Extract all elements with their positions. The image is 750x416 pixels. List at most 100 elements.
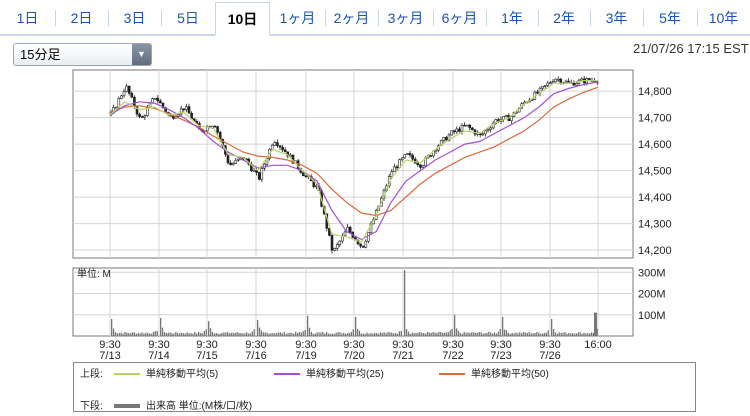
tab-separator [590, 10, 591, 26]
candle-body [556, 78, 560, 81]
candle-body [403, 154, 407, 159]
volume-bar [413, 332, 415, 336]
volume-bar [562, 332, 564, 336]
volume-bar [513, 333, 515, 336]
volume-bar [394, 333, 397, 336]
volume-bar [240, 332, 242, 336]
legend-ma5-label: 単純移動平均(5) [146, 369, 219, 380]
tab-3[interactable]: 5日 [177, 10, 199, 26]
triangle-down-icon[interactable]: ▼ [132, 44, 151, 65]
candle-body [445, 137, 448, 141]
x-tick-time: 9:30 [490, 339, 511, 351]
candle-body [216, 126, 219, 133]
tab-0[interactable]: 1日 [16, 10, 39, 26]
volume-bar [264, 332, 266, 336]
volume-bar [244, 333, 246, 336]
candle-body [234, 159, 238, 164]
tab-11[interactable]: 3年 [605, 10, 628, 26]
x-tick-time: 9:30 [295, 339, 316, 351]
candle-body [140, 116, 144, 118]
volume-bar [287, 333, 289, 336]
volume-bar [249, 333, 252, 336]
x-tick-time: 9:30 [392, 339, 413, 351]
volume-bar [428, 332, 430, 336]
candle-body [419, 164, 422, 168]
candle-body [120, 95, 123, 99]
volume-bar [381, 332, 383, 336]
candle-body [390, 171, 394, 177]
volume-bar [545, 332, 547, 336]
volume-bar [112, 328, 115, 336]
ma25-line [109, 81, 599, 241]
tab-1[interactable]: 2日 [70, 10, 93, 26]
volume-bar [374, 332, 376, 336]
tab-4[interactable]: 10日 [215, 2, 270, 36]
candle-body [411, 154, 414, 160]
volume-bar [217, 333, 219, 336]
tab-13[interactable]: 10年 [708, 10, 739, 26]
tab-separator [643, 10, 644, 26]
volume-bar [541, 333, 544, 336]
volume-bar [348, 332, 351, 336]
volume-bar [111, 319, 113, 336]
tab-7[interactable]: 3ヶ月 [387, 10, 424, 26]
candle-body [504, 115, 508, 117]
volume-bar [341, 333, 343, 336]
volume-bar [515, 332, 517, 336]
x-tick-date: 7/15 [196, 350, 217, 362]
volume-bar [554, 332, 557, 336]
volume-bar [114, 332, 117, 336]
tab-10[interactable]: 2年 [553, 10, 575, 26]
volume-bar [443, 332, 446, 336]
volume-bar [423, 332, 425, 336]
candle-body [460, 124, 464, 132]
volume-bar [400, 330, 402, 336]
x-tick-time: 9:30 [343, 339, 364, 351]
x-tick-date: 7/19 [295, 350, 316, 362]
candle-body [468, 124, 472, 129]
volume-bar [236, 332, 238, 336]
volume-bar [577, 332, 579, 336]
tab-8[interactable]: 6ヶ月 [441, 10, 478, 26]
candle-body [143, 115, 147, 118]
tab-6[interactable]: 2ヶ月 [333, 10, 370, 26]
volume-bar [316, 332, 318, 336]
volume-bar [310, 331, 313, 336]
volume-bar [296, 332, 299, 336]
candle-body [450, 130, 453, 136]
volume-bar [445, 332, 448, 336]
price-plot-frame [72, 69, 634, 259]
legend-ma25: 単純移動平均(25) [274, 365, 384, 380]
price-chart: 14,200 14,300 14,400 14,500 14,600 14,700 14,8… [72, 69, 672, 362]
tab-separator [325, 10, 326, 26]
volume-bar [124, 332, 126, 336]
volume-bar [356, 328, 359, 336]
volume-bar [186, 332, 188, 336]
volume-bar [307, 315, 309, 336]
volume-bar [173, 333, 175, 336]
volume-bar [476, 332, 479, 336]
volume-bar [126, 332, 128, 336]
volume-bar [575, 333, 577, 336]
volume-bar [205, 329, 207, 336]
tab-2[interactable]: 3日 [123, 10, 146, 26]
tab-5[interactable]: 1ヶ月 [279, 10, 316, 26]
volume-bar [165, 332, 167, 336]
tab-12[interactable]: 5年 [659, 10, 681, 26]
x-tick-date: 7/20 [343, 350, 364, 362]
x-tick-time: 16:00 [584, 339, 612, 351]
volume-bar [592, 332, 595, 336]
candle-body [549, 82, 552, 84]
interval-select[interactable]: 15分足 ▼ [13, 43, 152, 66]
volume-bar [440, 331, 442, 336]
volume-bar [532, 333, 534, 336]
tab-9[interactable]: 1年 [501, 10, 523, 26]
candle-body [273, 142, 277, 146]
candle-body [125, 85, 128, 92]
volume-bar [150, 333, 153, 336]
volume-bar [184, 333, 186, 336]
candle-body [484, 130, 487, 135]
volume-bar [143, 333, 145, 336]
candle-body [122, 91, 126, 97]
candle-body [161, 102, 165, 108]
